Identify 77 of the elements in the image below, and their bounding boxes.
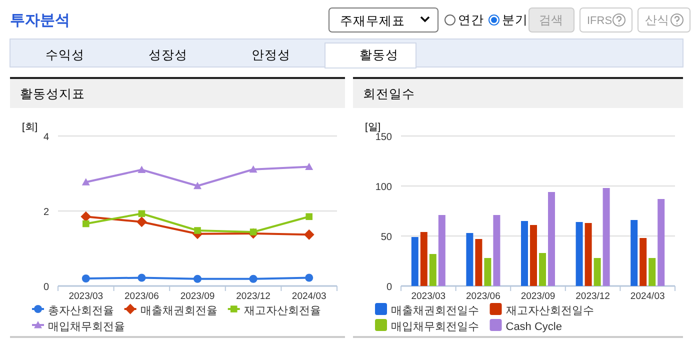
bar xyxy=(493,215,500,286)
legend-label: 매입채무회전율 xyxy=(48,321,125,333)
x-tick-label: 2023/03 xyxy=(68,291,104,302)
legend-label: Cash Cycle xyxy=(506,321,562,333)
bar xyxy=(630,220,638,286)
text: 투자분석 xyxy=(10,12,70,29)
legend-label: 재고자산회전율 xyxy=(244,305,321,317)
bar xyxy=(475,239,482,286)
point xyxy=(305,274,314,282)
text: 산식 xyxy=(645,13,669,27)
y-axis-title: [일] xyxy=(365,122,381,133)
x-tick-label: 2023/12 xyxy=(236,291,270,302)
point xyxy=(304,229,314,240)
chart-title: 회전일수 xyxy=(363,87,415,101)
bar xyxy=(484,258,492,286)
bar xyxy=(658,199,665,286)
bar xyxy=(640,238,647,286)
bar xyxy=(648,258,656,286)
point xyxy=(138,166,146,173)
bar xyxy=(466,233,474,286)
point xyxy=(249,274,258,283)
x-tick-label: 2023/06 xyxy=(124,291,159,302)
x-tick-label: 2023/03 xyxy=(411,291,446,302)
legend-label: 매출채권회전일수 xyxy=(391,305,479,317)
text: 활동성 xyxy=(360,48,398,62)
chart-title: 활동성지표 xyxy=(20,87,85,101)
y-tick-label: 150 xyxy=(375,132,392,143)
legend-label: 재고자산회전일수 xyxy=(506,305,594,317)
x-tick-label: 2024/03 xyxy=(630,291,665,302)
point xyxy=(82,178,90,186)
bar xyxy=(602,188,610,286)
text: IFRS xyxy=(587,15,612,27)
point xyxy=(194,274,202,283)
legend-label: 매입채무회전일수 xyxy=(391,321,479,333)
text: 주재무제표 xyxy=(340,14,405,28)
x-tick-label: 2023/09 xyxy=(520,291,556,302)
x-tick-label: 2023/09 xyxy=(180,291,215,302)
y-tick-label: 50 xyxy=(380,232,392,243)
bar xyxy=(411,237,418,286)
text: 수익성 xyxy=(46,48,84,62)
point xyxy=(305,162,314,170)
y-axis-title: [회] xyxy=(22,122,38,133)
bar xyxy=(584,223,592,286)
y-tick-label: 100 xyxy=(375,182,392,193)
point xyxy=(306,213,312,220)
text: 안정성 xyxy=(252,48,290,62)
text: 분기 xyxy=(502,13,528,27)
text: 성장성 xyxy=(148,48,188,62)
point xyxy=(80,211,92,222)
point xyxy=(194,227,201,234)
x-tick-label: 2024/03 xyxy=(292,291,326,302)
point xyxy=(194,182,202,190)
bar xyxy=(548,192,555,286)
text: 연간 xyxy=(458,13,484,27)
point xyxy=(82,220,90,228)
legend-label: 매출채권회전율 xyxy=(140,305,218,317)
bar xyxy=(420,232,428,286)
bar xyxy=(530,225,537,286)
point xyxy=(136,216,147,228)
point xyxy=(82,274,90,282)
x-tick-label: 2023/06 xyxy=(466,291,500,302)
bar xyxy=(594,258,601,286)
bar xyxy=(539,253,546,286)
y-tick-label: 0 xyxy=(386,282,392,293)
text: 검색 xyxy=(539,13,563,27)
y-tick-label: 0 xyxy=(43,282,50,293)
point xyxy=(138,274,146,282)
y-tick-label: 4 xyxy=(43,132,50,143)
bar xyxy=(429,254,436,286)
bar xyxy=(438,215,446,286)
point xyxy=(249,165,258,173)
x-tick-label: 2023/12 xyxy=(576,291,610,302)
y-tick-label: 2 xyxy=(43,207,50,218)
point xyxy=(138,210,146,218)
bar xyxy=(576,222,583,286)
bar xyxy=(521,221,528,286)
legend-label: 총자산회전율 xyxy=(48,305,114,317)
